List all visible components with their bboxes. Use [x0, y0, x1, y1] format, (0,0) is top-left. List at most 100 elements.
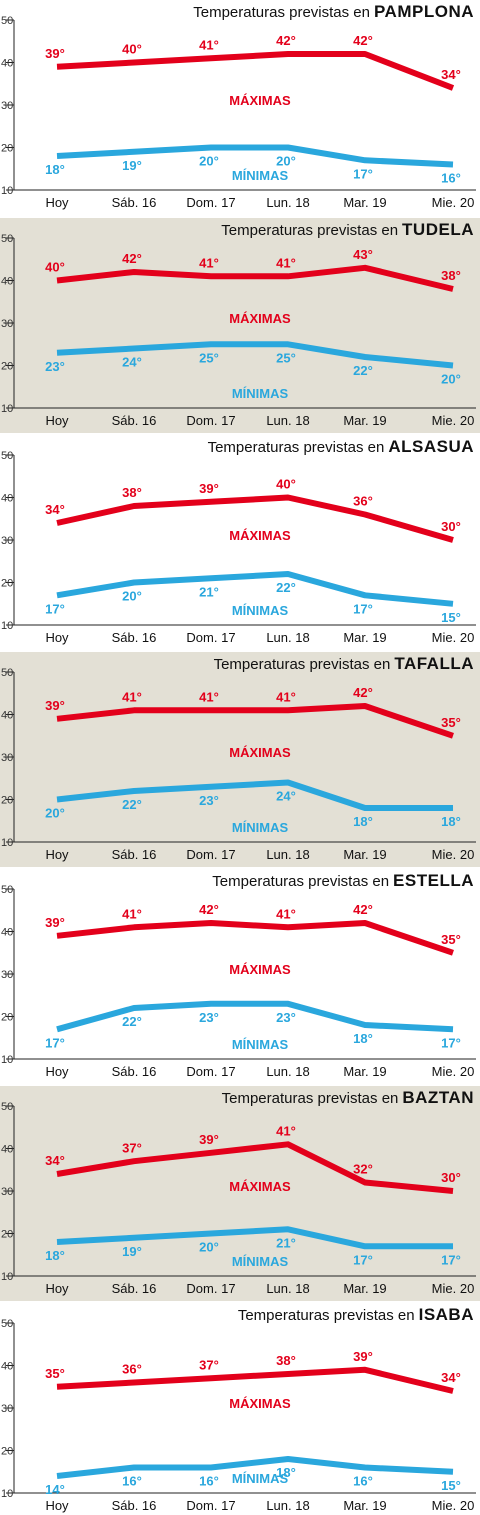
- data-label: 19°: [122, 1244, 142, 1259]
- chart-panel-baztan: 10 20 30 40 50 Hoy Sáb. 16 Dom. 17 Lun. 18 Mar. 1…: [0, 1086, 480, 1301]
- data-label: 41°: [276, 906, 296, 921]
- series-label: MÁXIMAS: [229, 93, 291, 108]
- x-tick-label: Dom. 17: [186, 847, 235, 862]
- series-line: [56, 51, 455, 91]
- data-label: 36°: [353, 494, 373, 509]
- series-line: [56, 1366, 454, 1394]
- data-label: 20°: [45, 806, 65, 821]
- chart-title: Temperaturas previstas en TAFALLA: [214, 654, 474, 674]
- x-tick-label: Mar. 19: [343, 1498, 386, 1513]
- line-chart-svg: 10 20 30 40 50 Hoy Sáb. 16 Dom. 17 Lun. 18 Mar. 1…: [1, 233, 476, 428]
- x-tick-label: Sáb. 16: [112, 1064, 157, 1079]
- x-tick-label: Dom. 17: [186, 413, 235, 428]
- y-tick-label: 40: [1, 58, 13, 70]
- x-tick-label: Sáb. 16: [112, 1498, 157, 1513]
- y-tick-label: 40: [1, 493, 13, 505]
- x-tick-label: Sáb. 16: [112, 413, 157, 428]
- series-label: MÍNIMAS: [232, 1471, 289, 1486]
- y-tick-label: 30: [1, 535, 13, 547]
- data-label: 17°: [353, 166, 373, 181]
- data-label: 17°: [45, 1035, 65, 1050]
- line-chart-svg: 10 20 30 40 50 Hoy Sáb. 16 Dom. 17 Lun. 18 Mar. 1…: [1, 15, 476, 210]
- y-tick-label: 10: [1, 1054, 13, 1066]
- data-label: 37°: [122, 1140, 142, 1155]
- y-tick-label: 50: [1, 667, 13, 679]
- series-line: [56, 1226, 453, 1250]
- data-label: 38°: [441, 268, 461, 283]
- series-line: [56, 703, 454, 739]
- x-tick-label: Hoy: [45, 1281, 69, 1296]
- series-label: MÍNIMAS: [232, 820, 289, 835]
- data-label: 39°: [199, 1132, 219, 1147]
- x-tick-label: Hoy: [45, 1498, 69, 1513]
- chart-title-prefix: Temperaturas previstas en: [207, 439, 385, 456]
- x-tick-label: Dom. 17: [186, 630, 235, 645]
- data-label: 22°: [353, 363, 373, 378]
- data-label: 23°: [199, 793, 219, 808]
- data-label: 15°: [441, 610, 461, 625]
- data-label: 18°: [45, 162, 65, 177]
- chart-panel-tudela: 10 20 30 40 50 Hoy Sáb. 16 Dom. 17 Lun. 18 Mar. 1…: [0, 218, 480, 433]
- series-label: MÁXIMAS: [229, 745, 291, 760]
- data-label: 14°: [45, 1482, 65, 1497]
- data-label: 22°: [276, 580, 296, 595]
- chart-title-city: TUDELA: [402, 220, 474, 239]
- data-label: 21°: [276, 1235, 296, 1250]
- chart-panel-tafalla: 10 20 30 40 50 Hoy Sáb. 16 Dom. 17 Lun. 18 Mar. 1…: [0, 652, 480, 867]
- data-label: 18°: [441, 814, 461, 829]
- y-tick-label: 10: [1, 837, 13, 849]
- data-label: 20°: [276, 154, 296, 169]
- y-tick-label: 10: [1, 185, 13, 197]
- chart-title: Temperaturas previstas en ESTELLA: [212, 871, 474, 891]
- x-tick-label: Lun. 18: [266, 413, 309, 428]
- data-label: 41°: [199, 37, 219, 52]
- x-tick-label: Sáb. 16: [112, 1281, 157, 1296]
- y-tick-label: 20: [1, 1229, 13, 1241]
- data-label: 18°: [353, 814, 373, 829]
- data-label: 39°: [45, 698, 65, 713]
- data-label: 41°: [199, 255, 219, 270]
- chart-panel-isaba: 10 20 30 40 50 Hoy Sáb. 16 Dom. 17 Lun. 18 Mar. 1…: [0, 1303, 480, 1515]
- data-label: 20°: [122, 589, 142, 604]
- x-tick-label: Lun. 18: [266, 195, 309, 210]
- data-label: 16°: [199, 1474, 219, 1489]
- y-tick-label: 40: [1, 1361, 13, 1373]
- y-tick-label: 50: [1, 450, 13, 462]
- y-tick-label: 50: [1, 1101, 13, 1113]
- x-tick-label: Hoy: [45, 1064, 69, 1079]
- chart-title-prefix: Temperaturas previstas en: [193, 4, 370, 21]
- line-chart-svg: 10 20 30 40 50 Hoy Sáb. 16 Dom. 17 Lun. 18 Mar. 1…: [1, 450, 476, 645]
- y-tick-label: 20: [1, 1446, 13, 1458]
- x-tick-label: Hoy: [45, 630, 69, 645]
- data-label: 30°: [441, 519, 461, 534]
- series-line: [56, 494, 454, 543]
- data-label: 39°: [45, 915, 65, 930]
- chart-panel-alsasua: 10 20 30 40 50 Hoy Sáb. 16 Dom. 17 Lun. 18 Mar. 1…: [0, 435, 480, 650]
- series-line: [56, 1141, 454, 1194]
- series-line: [56, 920, 454, 956]
- data-label: 18°: [353, 1031, 373, 1046]
- data-label: 34°: [45, 502, 65, 517]
- data-label: 22°: [122, 797, 142, 812]
- data-label: 39°: [45, 46, 65, 61]
- y-tick-label: 20: [1, 578, 13, 590]
- data-label: 24°: [276, 789, 296, 804]
- y-tick-label: 20: [1, 1012, 13, 1024]
- data-label: 24°: [122, 355, 142, 370]
- data-label: 40°: [276, 477, 296, 492]
- x-tick-label: Dom. 17: [186, 1281, 235, 1296]
- line-chart-svg: 10 20 30 40 50 Hoy Sáb. 16 Dom. 17 Lun. 18 Mar. 1…: [1, 884, 476, 1079]
- chart-title: Temperaturas previstas en TUDELA: [221, 220, 474, 240]
- x-tick-label: Hoy: [45, 413, 69, 428]
- y-tick-label: 30: [1, 1186, 13, 1198]
- x-tick-label: Hoy: [45, 847, 69, 862]
- x-tick-label: Mie. 20: [432, 630, 475, 645]
- chart-panel-estella: 10 20 30 40 50 Hoy Sáb. 16 Dom. 17 Lun. 18 Mar. 1…: [0, 869, 480, 1084]
- y-tick-label: 50: [1, 233, 13, 245]
- x-tick-label: Mie. 20: [432, 1498, 475, 1513]
- series-label: MÁXIMAS: [229, 1396, 291, 1411]
- series-label: MÍNIMAS: [232, 1254, 289, 1269]
- data-label: 38°: [122, 485, 142, 500]
- data-label: 17°: [353, 601, 373, 616]
- y-tick-label: 30: [1, 100, 13, 112]
